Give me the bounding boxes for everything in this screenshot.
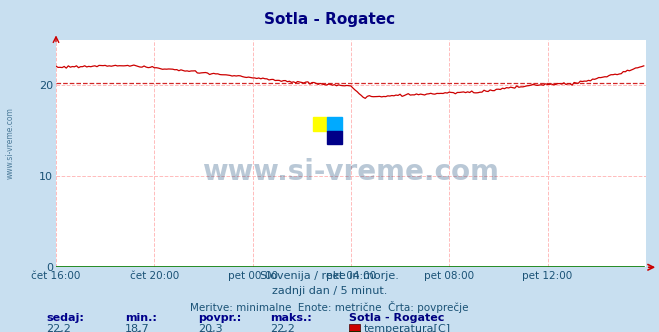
Text: 20,3: 20,3 — [198, 324, 222, 332]
Text: Slovenija / reke in morje.: Slovenija / reke in morje. — [260, 271, 399, 281]
Text: www.si-vreme.com: www.si-vreme.com — [202, 158, 500, 186]
Text: 0,0: 0,0 — [270, 331, 288, 332]
Text: sedaj:: sedaj: — [46, 313, 84, 323]
Text: Meritve: minimalne  Enote: metrične  Črta: povprečje: Meritve: minimalne Enote: metrične Črta:… — [190, 301, 469, 313]
Text: www.si-vreme.com: www.si-vreme.com — [5, 107, 14, 179]
Text: povpr.:: povpr.: — [198, 313, 241, 323]
Text: 18,7: 18,7 — [125, 324, 150, 332]
Text: zadnji dan / 5 minut.: zadnji dan / 5 minut. — [272, 286, 387, 296]
Bar — [328, 131, 342, 144]
Text: temperatura[C]: temperatura[C] — [364, 324, 451, 332]
Text: maks.:: maks.: — [270, 313, 312, 323]
Bar — [312, 117, 328, 131]
Text: Sotla - Rogatec: Sotla - Rogatec — [349, 313, 445, 323]
Text: 22,2: 22,2 — [46, 324, 71, 332]
Text: min.:: min.: — [125, 313, 157, 323]
Text: pretok[m3/s]: pretok[m3/s] — [364, 331, 436, 332]
Text: 0,0: 0,0 — [125, 331, 143, 332]
Text: Sotla - Rogatec: Sotla - Rogatec — [264, 12, 395, 27]
Text: 0,0: 0,0 — [46, 331, 64, 332]
Bar — [328, 117, 342, 131]
Text: 22,2: 22,2 — [270, 324, 295, 332]
Text: 0,0: 0,0 — [198, 331, 215, 332]
